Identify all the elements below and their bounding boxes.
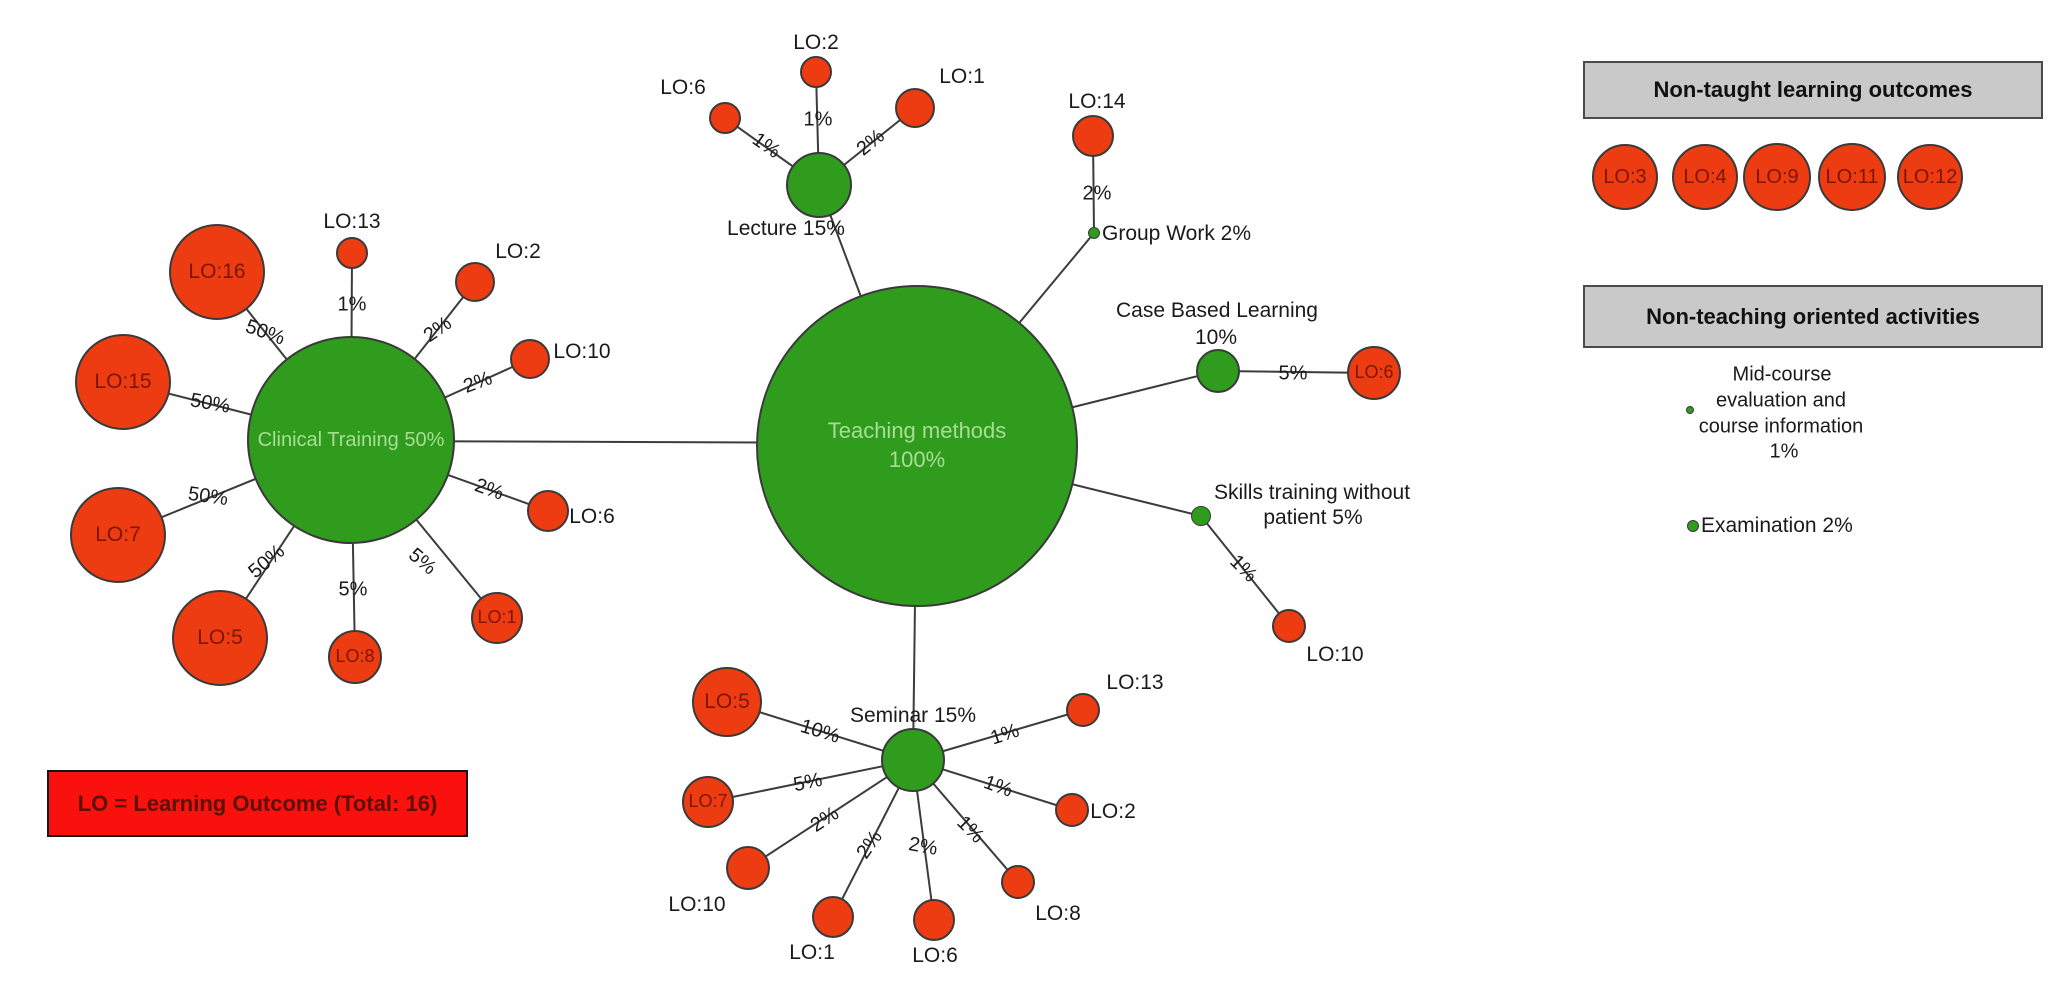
edge-line <box>912 445 918 761</box>
note-text: LO = Learning Outcome (Total: 16) <box>77 790 438 816</box>
edge-line <box>350 440 918 444</box>
legend-activities-title: Non-teaching oriented activities <box>1583 285 2043 348</box>
edge-line <box>916 445 1202 517</box>
edge-line <box>815 71 820 186</box>
edge-line <box>350 252 353 441</box>
mid-course-line-3: course information <box>1698 415 1864 438</box>
edge-line <box>122 381 352 441</box>
mid-course-line-1: Mid-course <box>1732 363 1832 386</box>
edge-line <box>726 701 914 761</box>
legend-non-taught-title: Non-taught learning outcomes <box>1583 61 2043 119</box>
edge-line <box>1092 135 1095 234</box>
edge-line <box>912 759 1019 883</box>
edge-line <box>219 439 352 639</box>
edge-line <box>707 759 914 803</box>
edge-line <box>350 439 356 658</box>
edge-line <box>818 107 916 186</box>
edge-line <box>916 232 1095 447</box>
edge-line <box>350 358 531 441</box>
note-box: LO = Learning Outcome (Total: 16) <box>47 770 468 837</box>
mid-course-line-2: evaluation and <box>1715 389 1847 412</box>
edge-line <box>912 759 1073 811</box>
edge-line <box>724 117 820 186</box>
edge-line <box>832 759 914 918</box>
mid-course-line-4: 1% <box>1769 440 1799 463</box>
edge-line <box>1200 515 1290 627</box>
edge-line <box>1217 370 1375 374</box>
edge-line <box>350 281 476 441</box>
edge-line <box>216 271 352 441</box>
edge-line <box>912 709 1084 761</box>
edge-line <box>818 184 918 447</box>
edge-line <box>117 439 352 536</box>
edge-line <box>912 759 935 921</box>
examination-label: Examination 2% <box>1701 514 1853 537</box>
edge-line <box>916 370 1219 447</box>
